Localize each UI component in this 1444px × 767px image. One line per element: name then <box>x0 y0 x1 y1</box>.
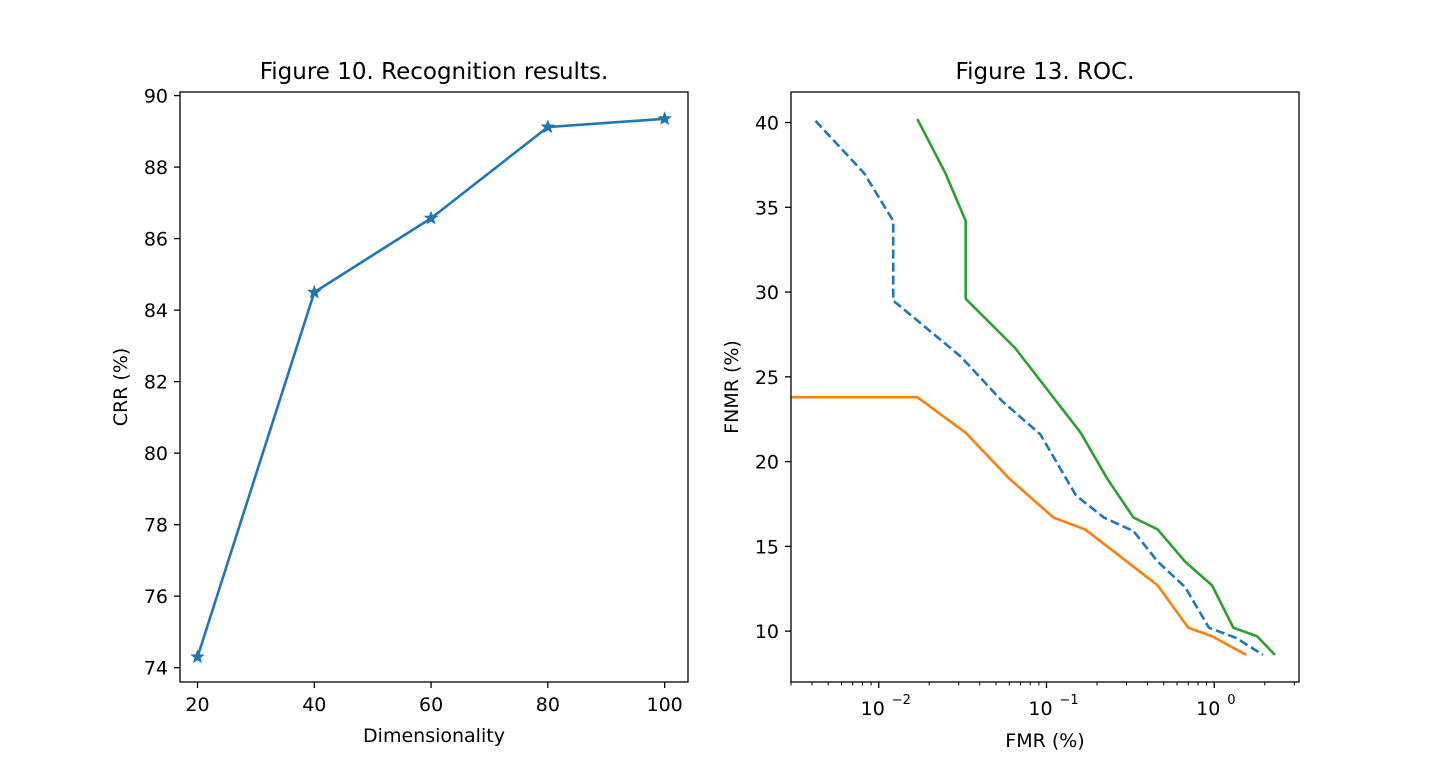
x-axis-label: Dimensionality <box>363 725 505 747</box>
chart-title: Figure 13. ROC. <box>956 59 1135 85</box>
series-layer <box>791 118 1276 657</box>
data-point-marker <box>190 649 205 664</box>
series-layer <box>190 111 672 664</box>
y-tick-label: 40 <box>755 113 779 135</box>
x-tick-exponent: 0 <box>1227 693 1235 708</box>
y-tick-label: 15 <box>755 536 779 558</box>
axes-frame <box>790 91 1300 683</box>
y-tick-label: 84 <box>144 300 168 322</box>
x-tick-label: 80 <box>536 694 560 716</box>
roc-series-line <box>814 119 1264 656</box>
roc-chart: Figure 13. ROC. 10 −2 10 −1 10 0 10 15 20 25 30 35… <box>721 59 1300 752</box>
x-tick-exponent: −1 <box>1059 693 1078 708</box>
data-point-marker <box>540 119 556 134</box>
y-tick-label: 25 <box>755 367 779 389</box>
data-point-marker <box>423 210 439 225</box>
axes-frame <box>179 91 689 683</box>
y-axis-label: CRR (%) <box>110 348 132 427</box>
y-tick-label: 78 <box>144 515 168 537</box>
x-tick-label: 10 <box>861 698 885 720</box>
y-tick-label: 30 <box>755 282 779 304</box>
y-tick-label: 80 <box>144 443 168 465</box>
x-tick-label: 60 <box>419 694 443 716</box>
roc-series-line <box>916 118 1276 656</box>
y-tick-label: 82 <box>144 372 168 394</box>
data-point-marker <box>307 284 322 299</box>
y-tick-label: 88 <box>144 157 168 179</box>
y-tick-label: 90 <box>144 86 168 108</box>
x-tick-label: 10 <box>1028 698 1052 720</box>
x-ticks: 20 40 60 80 100 <box>185 682 683 716</box>
y-tick-label: 10 <box>755 621 779 643</box>
x-tick-label: 20 <box>185 694 209 716</box>
y-ticks: 10 15 20 25 30 35 40 <box>755 113 791 643</box>
y-tick-label: 20 <box>755 452 779 474</box>
x-ticks: 10 −2 10 −1 10 0 <box>790 682 1295 720</box>
chart-title: Figure 10. Recognition results. <box>260 59 609 85</box>
x-tick-exponent: −2 <box>892 693 911 708</box>
y-ticks: 74 76 78 80 82 84 86 88 90 <box>144 86 180 680</box>
x-tick-label: 100 <box>647 694 683 716</box>
y-tick-label: 74 <box>144 658 168 680</box>
data-point-marker <box>657 111 672 125</box>
roc-series-line <box>791 395 1247 657</box>
x-tick-label: 40 <box>302 694 326 716</box>
y-tick-label: 76 <box>144 586 168 608</box>
x-tick-label: 10 <box>1196 698 1220 720</box>
recognition-results-chart: Figure 10. Recognition results. 20 40 60 80… <box>110 59 689 747</box>
x-axis-label: FMR (%) <box>1005 730 1084 752</box>
y-axis-label: FNMR (%) <box>721 340 743 434</box>
y-tick-label: 86 <box>144 229 168 251</box>
y-tick-label: 35 <box>755 197 779 219</box>
